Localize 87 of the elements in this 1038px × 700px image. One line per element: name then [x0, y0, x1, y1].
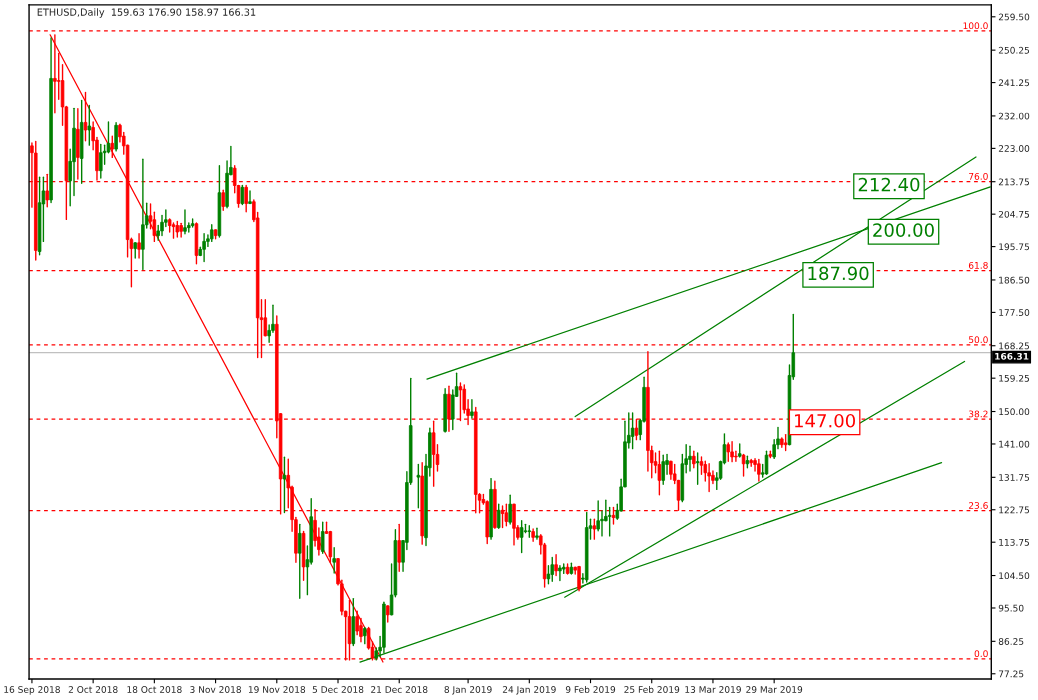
x-tick-label: 25 Feb 2019: [624, 685, 680, 693]
candlestick: [546, 565, 551, 585]
candlestick: [630, 412, 635, 450]
y-tick-label: 95.50: [998, 604, 1024, 612]
annotation: 38.2: [968, 410, 988, 418]
x-tick-label: 8 Jan 2019: [444, 686, 492, 695]
candlestick: [87, 104, 92, 146]
y-tick-label: 177.50: [999, 309, 1030, 316]
candlestick: [244, 184, 248, 213]
candlestick: [734, 450, 738, 462]
y-tick-label: 77.25: [998, 670, 1024, 678]
annotation: 212.40: [858, 177, 920, 192]
candlestick: [99, 143, 103, 179]
candlestick: [757, 458, 761, 482]
candlestick: [332, 547, 336, 574]
candlestick: [741, 453, 746, 477]
x-tick-label: 2 Oct 2018: [68, 686, 118, 693]
x-tick-label: 16 Sep 2018: [4, 686, 60, 695]
candlestick: [730, 441, 734, 463]
candlestick: [202, 233, 206, 263]
x-tick-label: 3 Nov 2018: [190, 686, 241, 693]
y-tick-label: 104.50: [999, 572, 1030, 580]
candlestick: [137, 233, 141, 259]
candlestick: [707, 463, 711, 493]
annotation: 200.00: [873, 223, 934, 237]
candlestick: [558, 565, 562, 582]
y-tick-label: 241.25: [998, 79, 1030, 87]
candlestick: [596, 500, 600, 532]
y-tick-label: 141.00: [999, 440, 1030, 448]
candlestick: [183, 209, 187, 235]
candlestick: [554, 553, 558, 577]
annotation: 61.8: [968, 262, 988, 269]
y-tick-label: 223.00: [998, 145, 1030, 152]
candlestick: [661, 454, 665, 486]
candlestick: [240, 184, 245, 206]
y-tick-label: 195.75: [999, 243, 1030, 251]
annotation: 100.0: [963, 22, 988, 30]
annotation: 147.00: [795, 413, 856, 428]
candlestick: [669, 460, 673, 480]
candlestick: [764, 450, 769, 475]
candlestick: [221, 189, 225, 212]
y-tick-label: 259.50: [998, 13, 1030, 21]
y-tick-label: 113.75: [999, 538, 1030, 546]
x-tick-label: 13 Mar 2019: [685, 686, 741, 693]
candlestick: [297, 523, 302, 599]
candlestick: [416, 463, 421, 509]
chart-title: ETHUSD,Daily 159.63 176.90 158.97 166.31: [37, 8, 256, 18]
y-tick-label: 131.75: [999, 474, 1030, 481]
y-tick-label: 86.25: [998, 638, 1024, 645]
candlestick: [114, 122, 118, 152]
y-tick-label: 232.00: [998, 112, 1030, 120]
candlestick: [550, 556, 555, 583]
candlestick: [688, 445, 692, 472]
candlestick: [657, 450, 662, 496]
y-tick-label: 186.50: [999, 276, 1030, 284]
candlestick: [496, 503, 501, 530]
candlestick: [592, 518, 597, 540]
annotation: 50.0: [969, 336, 988, 344]
candlestick: [83, 91, 88, 142]
x-tick-label: 29 Mar 2019: [746, 686, 803, 693]
x-tick-label: 24 Jan 2019: [502, 686, 556, 695]
candlestick: [470, 398, 474, 419]
candlestick: [577, 565, 581, 592]
annotation: 187.90: [808, 266, 869, 281]
annotation: 0.0: [974, 650, 988, 658]
candlestick: [726, 442, 731, 462]
x-tick-label: 21 Dec 2018: [371, 686, 428, 693]
y-tick-label: 250.25: [998, 46, 1030, 54]
x-tick-label: 19 Nov 2018: [248, 686, 306, 693]
ref-line-label: 166.31: [995, 352, 1029, 360]
candlestick: [397, 523, 401, 572]
candlestick: [508, 494, 512, 525]
y-tick-label: 159.25: [999, 374, 1030, 382]
x-tick-label: 9 Feb 2019: [565, 685, 616, 693]
candlestick: [248, 190, 252, 205]
x-tick-label: 5 Dec 2018: [312, 686, 364, 693]
x-tick-label: 18 Oct 2018: [127, 686, 182, 693]
y-tick-label: 150.00: [999, 408, 1030, 416]
candlestick: [320, 521, 325, 554]
y-tick-label: 213.75: [998, 178, 1030, 186]
candlestick: [535, 527, 539, 540]
y-tick-label: 204.75: [998, 210, 1030, 218]
annotation: 23.6: [968, 502, 988, 509]
y-tick-label: 168.25: [999, 342, 1030, 350]
annotation: 76.0: [969, 172, 988, 180]
candlestick: [110, 135, 115, 159]
y-tick-label: 122.75: [999, 506, 1030, 514]
